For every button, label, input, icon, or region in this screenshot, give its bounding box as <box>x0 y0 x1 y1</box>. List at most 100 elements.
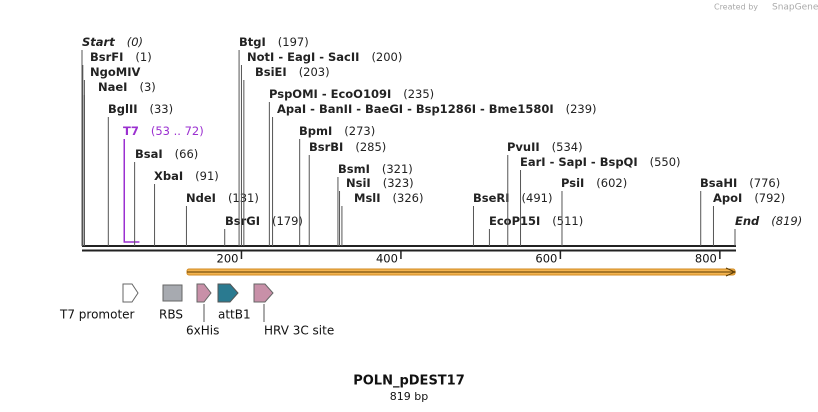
tick-label: 600 <box>535 252 557 266</box>
separator: - <box>587 155 600 169</box>
site-position: (33) <box>150 102 174 116</box>
tick-label: 400 <box>376 252 398 266</box>
site-name: ApaI <box>277 102 306 116</box>
separator: - <box>476 102 489 116</box>
site-name: EagI <box>287 50 315 64</box>
site-label: BsrGI (179) <box>225 214 303 228</box>
site-name: BpmI <box>299 124 332 138</box>
site-position: (0) <box>127 35 143 49</box>
tick-label: 200 <box>217 252 239 266</box>
site-label: NgoMIV <box>90 65 140 79</box>
tick-label: 800 <box>695 252 717 266</box>
site-label: PspOMI - EcoO109I (235) <box>269 87 434 101</box>
site-name: EcoO109I <box>331 87 392 101</box>
site-name: PsiI <box>561 176 584 190</box>
site-name: T7 <box>123 124 139 138</box>
site-position: (273) <box>344 124 375 138</box>
site-position: (602) <box>596 176 627 190</box>
rbs-icon <box>162 284 183 302</box>
separator: - <box>403 102 416 116</box>
site-position: (53 .. 72) <box>151 124 204 138</box>
separator: - <box>306 102 319 116</box>
site-position: (511) <box>552 214 583 228</box>
site-position: (66) <box>175 147 199 161</box>
site-label: XbaI (91) <box>154 169 219 183</box>
site-position: (1) <box>135 50 151 64</box>
map-title: POLN_pDEST17 <box>353 374 465 389</box>
site-position: (534) <box>552 140 583 154</box>
site-name: NaeI <box>98 80 127 94</box>
site-label: BsaI (66) <box>135 147 198 161</box>
watermark-brand: SnapGene <box>772 3 818 13</box>
site-name: EcoP15I <box>489 214 540 228</box>
feature-label: 6xHis <box>186 324 219 338</box>
site-position: (285) <box>355 140 386 154</box>
site-label: BsrBI (285) <box>309 140 386 154</box>
hrv-icon <box>253 283 274 303</box>
site-name: BglII <box>108 102 138 116</box>
site-position: (200) <box>371 50 402 64</box>
separator: - <box>315 50 328 64</box>
site-label: EarI - SapI - BspQI (550) <box>520 155 681 169</box>
site-name: NotI <box>247 50 274 64</box>
site-label: BseRI (491) <box>473 191 552 205</box>
site-name: Bsp1286I <box>416 102 476 116</box>
site-name: BanII <box>319 102 352 116</box>
site-name: MslI <box>354 191 381 205</box>
site-name: BseRI <box>473 191 510 205</box>
site-position: (235) <box>403 87 434 101</box>
site-name: PvuII <box>507 140 540 154</box>
site-name: BsaHI <box>700 176 737 190</box>
site-name: EarI <box>520 155 546 169</box>
site-name: NdeI <box>186 191 216 205</box>
site-position: (792) <box>754 191 785 205</box>
feature-label: HRV 3C site <box>264 324 334 338</box>
site-label: Start (0) <box>82 35 143 49</box>
site-name: XbaI <box>154 169 183 183</box>
watermark-prefix: Created by <box>714 3 758 12</box>
site-position: (550) <box>650 155 681 169</box>
site-position: (3) <box>139 80 155 94</box>
site-label: EcoP15I (511) <box>489 214 583 228</box>
site-name: BspQI <box>600 155 638 169</box>
separator: - <box>318 87 331 101</box>
site-label: BpmI (273) <box>299 124 375 138</box>
attb1-icon <box>217 283 239 303</box>
his-icon <box>196 283 212 303</box>
site-position: (179) <box>272 214 303 228</box>
site-name: Start <box>82 35 115 49</box>
site-name: End <box>735 214 760 228</box>
site-label: MslI (326) <box>354 191 423 205</box>
site-name: BaeGI <box>365 102 403 116</box>
site-name: ApoI <box>713 191 742 205</box>
site-position: (491) <box>522 191 553 205</box>
site-label: PvuII (534) <box>507 140 583 154</box>
site-name: SapI <box>558 155 587 169</box>
separator: - <box>546 155 559 169</box>
site-label: BsmI (321) <box>338 162 413 176</box>
site-name: Bme1580I <box>489 102 554 116</box>
site-label: BsiEI (203) <box>255 65 330 79</box>
promoter-icon <box>122 283 139 303</box>
site-name: SacII <box>328 50 359 64</box>
site-label: ApaI - BanII - BaeGI - Bsp1286I - Bme158… <box>277 102 597 116</box>
site-name: BsaI <box>135 147 163 161</box>
site-name: NgoMIV <box>90 65 140 79</box>
site-name: BsrBI <box>309 140 343 154</box>
site-position: (323) <box>383 176 414 190</box>
site-label: End (819) <box>735 214 802 228</box>
site-label: BsrFI (1) <box>90 50 152 64</box>
site-position: (197) <box>278 35 309 49</box>
site-name: BsiEI <box>255 65 287 79</box>
feature-arrow <box>187 267 737 277</box>
separator: - <box>274 50 287 64</box>
site-position: (326) <box>393 191 424 205</box>
site-label: BsaHI (776) <box>700 176 780 190</box>
site-label: ApoI (792) <box>713 191 785 205</box>
site-name: PspOMI <box>269 87 318 101</box>
site-label: NaeI (3) <box>98 80 156 94</box>
site-label: NsiI (323) <box>346 176 414 190</box>
site-name: BsrFI <box>90 50 123 64</box>
